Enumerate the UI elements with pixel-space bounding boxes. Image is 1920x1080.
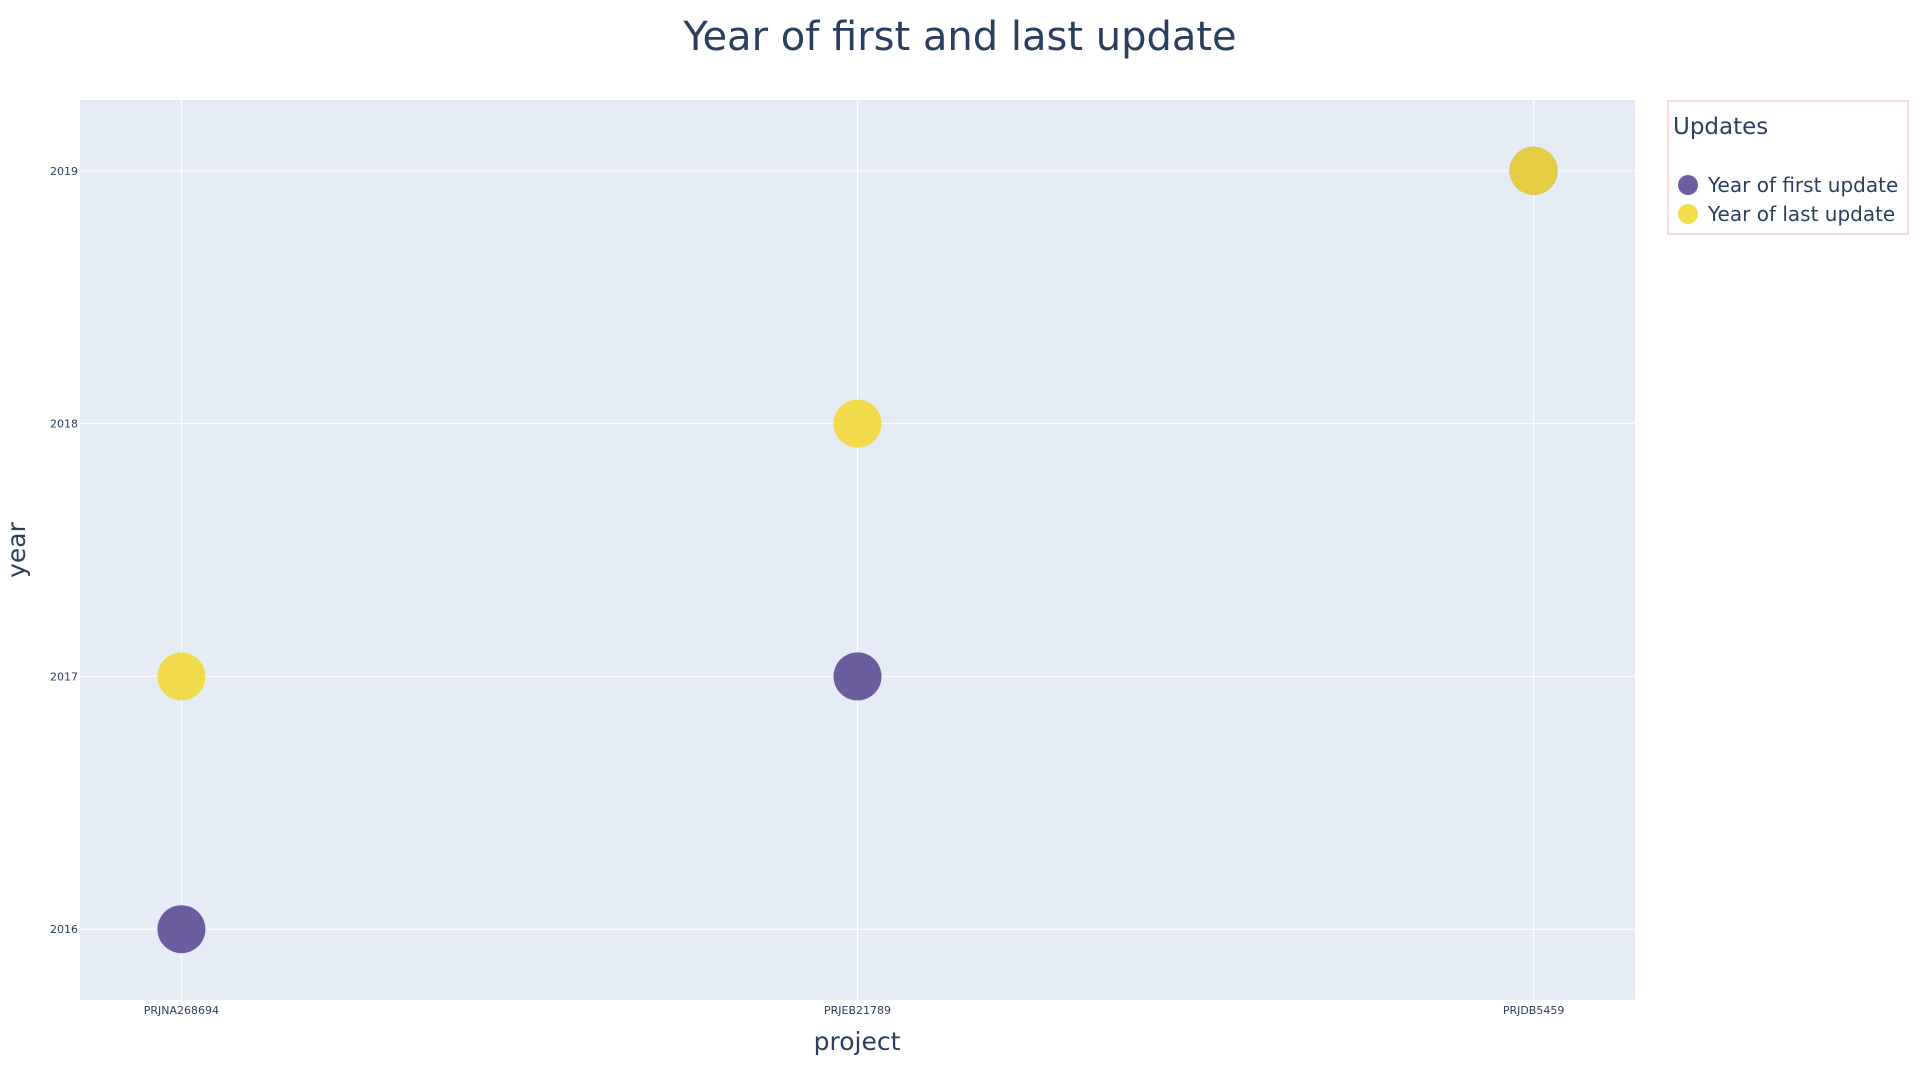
- y-axis-title: year: [2, 521, 31, 577]
- legend-items: Year of first update Year of last update: [1678, 173, 1898, 226]
- legend-marker: [1678, 204, 1698, 224]
- data-point-first-update[interactable]: [833, 652, 882, 701]
- legend: Updates Year of first update Year of last…: [1667, 100, 1909, 235]
- x-tick-label: PRJNA268694: [144, 1004, 219, 1017]
- legend-title: Updates: [1673, 114, 1768, 140]
- legend-label: Year of last update: [1707, 202, 1895, 226]
- chart-title: Year of first and last update: [682, 14, 1236, 60]
- data-point-last-update[interactable]: [833, 399, 882, 448]
- y-tick-label: 2017: [50, 670, 78, 683]
- x-axis-ticks: PRJNA268694 PRJEB21789 PRJDB5459: [144, 1004, 1565, 1017]
- data-point-last-update[interactable]: [157, 652, 206, 701]
- legend-label: Year of first update: [1707, 173, 1898, 197]
- x-tick-label: PRJEB21789: [824, 1004, 891, 1017]
- y-tick-label: 2016: [50, 923, 78, 936]
- legend-box: [1667, 100, 1909, 235]
- data-points[interactable]: [157, 146, 1558, 954]
- y-tick-label: 2019: [50, 165, 78, 178]
- data-point-last-update[interactable]: [1509, 146, 1558, 195]
- y-axis-ticks: 2016 2017 2018 2019: [50, 165, 78, 936]
- data-point-first-update[interactable]: [157, 905, 206, 954]
- x-tick-label: PRJDB5459: [1503, 1004, 1565, 1017]
- legend-marker: [1678, 175, 1698, 195]
- x-axis-title: project: [814, 1027, 901, 1056]
- y-tick-label: 2018: [50, 418, 78, 431]
